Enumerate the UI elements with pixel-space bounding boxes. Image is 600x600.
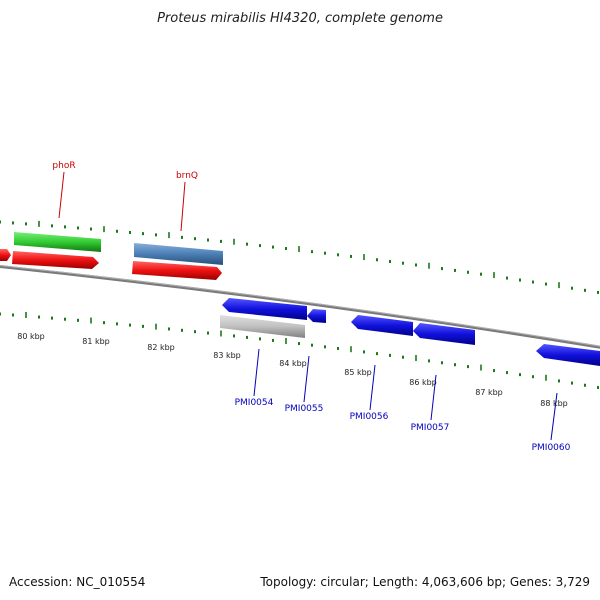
callout-line-PMI0056 [369, 364, 376, 411]
gene-label-brnQ[interactable]: brnQ [176, 171, 198, 181]
kbp-label: 85 kbp [344, 368, 372, 377]
gene-arrow-grey[interactable] [220, 315, 305, 338]
gene-label-PMI0060[interactable]: PMI0060 [532, 443, 571, 453]
gene-label-PMI0054[interactable]: PMI0054 [235, 398, 274, 408]
top-tick-track [0, 220, 599, 294]
genome-backbone-highlight [0, 265, 600, 347]
kbp-label: 86 kbp [409, 378, 437, 387]
accession-text: Accession: NC_010554 [9, 575, 145, 589]
genome-backbone [0, 265, 600, 349]
gene-label-PMI0055[interactable]: PMI0055 [285, 404, 324, 414]
callout-line-PMI0054 [253, 348, 260, 397]
gene-arrow-steelblue[interactable] [134, 243, 223, 265]
gene-arrow-red[interactable] [132, 261, 222, 280]
gene-arrow-red[interactable] [0, 249, 11, 261]
kbp-label: 84 kbp [279, 359, 307, 368]
gene-label-PMI0056[interactable]: PMI0056 [350, 412, 389, 422]
callout-line-brnQ [180, 181, 186, 232]
genome-summary-text: Topology: circular; Length: 4,063,606 bp… [259, 575, 590, 589]
callout-line-PMI0055 [303, 355, 310, 403]
gene-arrow-red[interactable] [12, 251, 99, 269]
kbp-label: 80 kbp [17, 332, 45, 341]
kbp-label: 87 kbp [475, 388, 503, 397]
callout-line-PMI0057 [430, 374, 437, 421]
gene-arrow-blue[interactable] [307, 309, 326, 323]
kbp-label: 81 kbp [82, 337, 110, 346]
map-title: Proteus mirabilis HI4320, complete genom… [157, 11, 443, 26]
gene-arrow-blue[interactable] [536, 344, 600, 366]
bottom-tick-track [0, 312, 599, 389]
callout-line-PMI0060 [550, 392, 558, 441]
gene-label-phoR[interactable]: phoR [52, 161, 75, 171]
gene-label-PMI0057[interactable]: PMI0057 [411, 423, 450, 433]
gene-arrow-green[interactable] [14, 232, 101, 252]
gene-arrow-blue[interactable] [351, 315, 413, 336]
callout-line-phoR [58, 171, 65, 219]
gene-arrow-blue[interactable] [413, 323, 475, 345]
kbp-label: 82 kbp [147, 343, 175, 352]
kbp-label: 83 kbp [213, 351, 241, 360]
gene-arrow-blue[interactable] [222, 298, 307, 320]
kbp-label: 88 kbp [540, 399, 568, 408]
